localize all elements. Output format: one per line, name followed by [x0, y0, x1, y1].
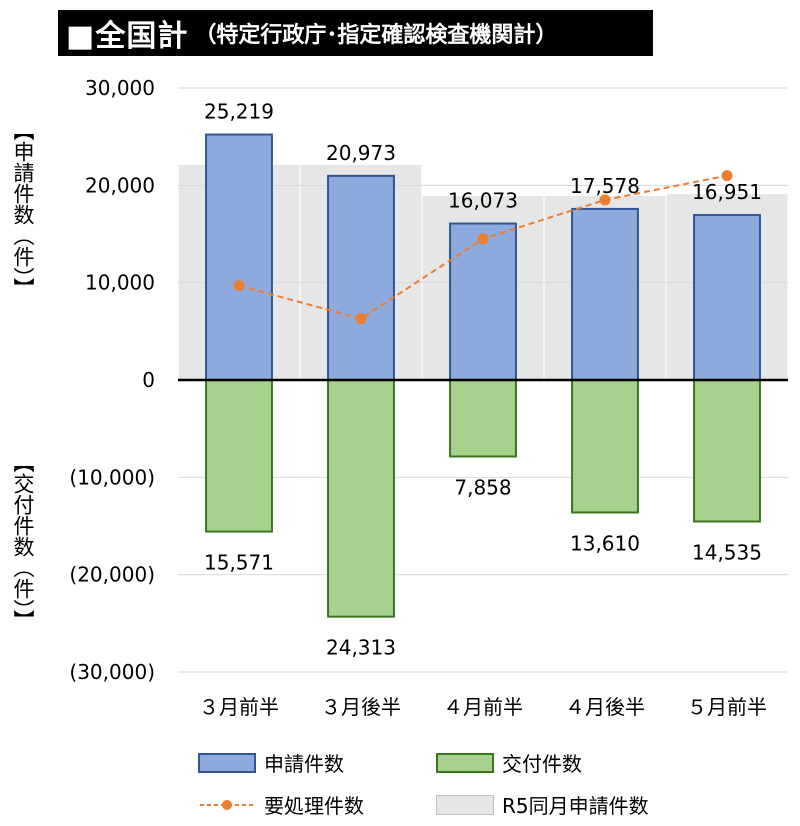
legend-item-pending: 要処理件数: [198, 790, 364, 819]
legend: 申請件数 交付件数 要処理件数 R5同月申請件数: [0, 740, 800, 826]
y-axis-upper-label: 【申請件数（件）】: [11, 120, 35, 299]
x-tick-label-1: ３月後半: [321, 695, 401, 719]
issued-bar-0: [205, 379, 273, 533]
issued-value-label-3: 13,610: [570, 531, 640, 555]
y-tick-label-2: 10,000: [85, 271, 155, 295]
legend-swatch-applications: [198, 752, 256, 773]
chart-subtitle: （特定行政庁･指定確認検査機関計）: [194, 23, 558, 48]
y-tick-label-6: (30,000): [69, 660, 155, 684]
issued-value-label-0: 15,571: [204, 551, 274, 575]
y-tick-label-1: 20,000: [85, 173, 155, 197]
pending-point-2: [477, 233, 489, 245]
y-tick-label-3: 0: [142, 368, 155, 392]
legend-item-applications: 申請件数: [198, 748, 344, 777]
issued-value-label-4: 14,535: [692, 540, 762, 564]
pending-point-0: [233, 280, 245, 292]
issued-bar-4: [693, 379, 761, 523]
issued-value-label-1: 24,313: [326, 636, 396, 660]
application-bar-0: [205, 133, 273, 381]
legend-label-pending: 要処理件数: [264, 794, 364, 818]
application-value-label-4: 16,951: [692, 180, 762, 204]
pending-point-1: [355, 313, 367, 325]
legend-item-issued: 交付件数: [436, 748, 582, 777]
issued-bar-3: [571, 379, 639, 514]
legend-label-applications: 申請件数: [264, 752, 344, 776]
application-bar-1: [327, 174, 395, 381]
issued-bar-2: [449, 379, 517, 458]
pending-point-4: [721, 170, 733, 182]
y-tick-label-5: (20,000): [69, 563, 155, 587]
y-tick-label-0: 30,000: [85, 76, 155, 100]
x-tick-label-3: ４月後半: [565, 695, 645, 719]
legend-swatch-pending: [200, 799, 254, 810]
y-tick-label-4: (10,000): [69, 465, 155, 489]
legend-label-issued: 交付件数: [502, 752, 582, 776]
chart-title-box: ■全国計 （特定行政庁･指定確認検査機関計）: [58, 10, 653, 56]
legend-swatch-issued: [436, 752, 494, 773]
issued-value-label-2: 7,858: [454, 475, 511, 499]
issued-bar-1: [327, 379, 395, 618]
legend-swatch-r5-applications: [436, 794, 494, 815]
x-tick-label-0: ３月前半: [199, 695, 279, 719]
x-tick-label-2: ４月前半: [443, 695, 523, 719]
application-value-label-1: 20,973: [326, 141, 396, 165]
y-axis-lower-label: 【交付件数（件）】: [11, 452, 35, 631]
application-bar-2: [449, 222, 517, 381]
legend-item-r5-applications: R5同月申請件数: [436, 790, 649, 819]
application-value-label-3: 17,578: [570, 174, 640, 198]
chart-canvas: 30,000 20,000 10,000 0 (10,000) (20,000) (30,0…: [69, 76, 788, 719]
chart-title: ■全国計: [66, 19, 189, 54]
legend-label-r5-applications: R5同月申請件数: [502, 794, 649, 818]
application-bar-4: [693, 214, 761, 381]
application-value-label-2: 16,073: [448, 189, 518, 213]
x-tick-label-4: ５月前半: [687, 695, 767, 719]
application-bar-3: [571, 207, 639, 381]
pending-point-3: [599, 194, 611, 206]
application-value-label-0: 25,219: [204, 100, 274, 124]
